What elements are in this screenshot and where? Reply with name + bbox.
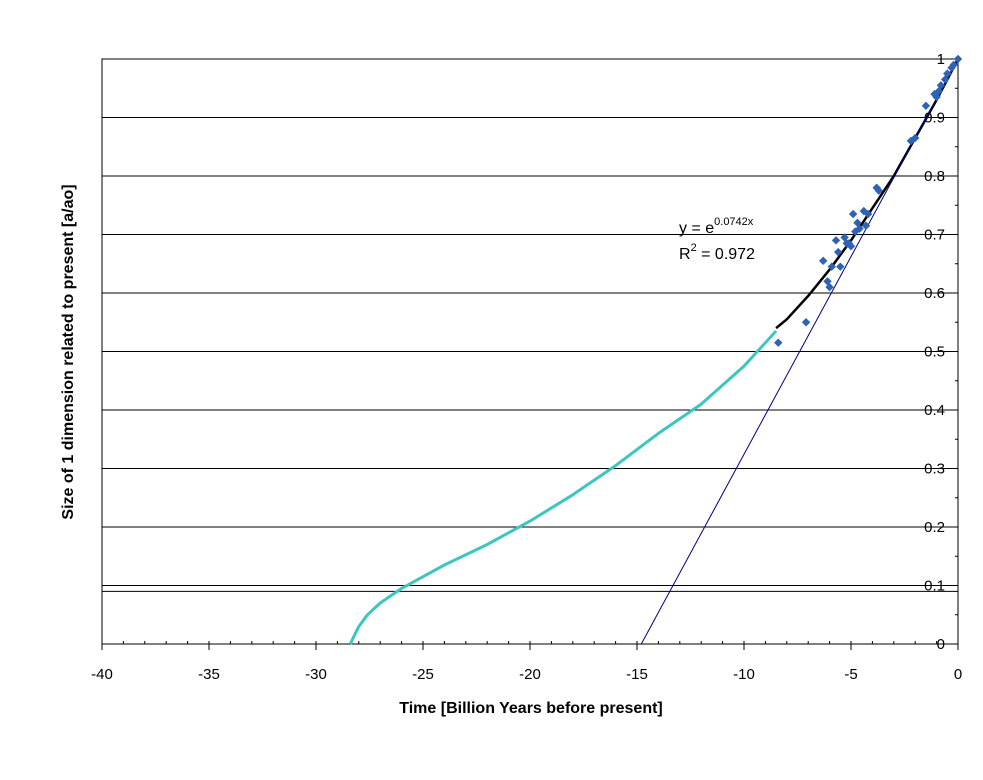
data-point <box>827 262 836 271</box>
x-tick-label: -20 <box>519 666 541 683</box>
data-point <box>872 183 881 192</box>
equation-exponent: 0.0742x <box>714 216 754 228</box>
equation-label: y = e0.0742x <box>679 216 754 237</box>
equation-prefix: y = e <box>679 220 714 237</box>
data-point <box>936 81 946 90</box>
y-tick-label: 0 <box>937 636 945 653</box>
data-point <box>853 218 862 228</box>
data-point <box>947 63 956 72</box>
data-point <box>840 233 849 242</box>
x-tick-label: -30 <box>305 666 327 683</box>
y-tick-label: 0.2 <box>924 519 945 536</box>
data-point <box>859 206 869 216</box>
data-point <box>774 338 783 347</box>
data-point <box>848 209 858 219</box>
y-tick-label: 0.4 <box>924 402 945 419</box>
x-axis-title: Time [Billion Years before present] <box>399 700 663 717</box>
data-point <box>953 54 963 64</box>
data-point <box>818 256 828 266</box>
y-tick-label: 0.6 <box>924 285 945 302</box>
r-squared-value: = 0.972 <box>697 246 755 263</box>
r-squared-superscript: 2 <box>691 242 697 254</box>
x-tick-label: -5 <box>844 666 857 683</box>
y-tick-label: 0.8 <box>924 168 945 185</box>
data-point <box>861 221 871 230</box>
r-squared-prefix: R <box>679 246 691 263</box>
data-point <box>906 136 916 146</box>
y-tick-label: 0.7 <box>924 227 945 244</box>
data-point <box>825 282 834 292</box>
data-point <box>851 227 860 236</box>
data-point <box>943 69 952 78</box>
data-point <box>823 277 832 286</box>
data-point <box>940 75 950 84</box>
x-axis-ticks: -40 -35 -30 -25 -20 -15 -10 -5 0 <box>91 641 962 683</box>
data-point <box>831 236 841 245</box>
data-point <box>833 247 843 257</box>
y-axis-title: Size of 1 dimension related to present [… <box>60 184 77 519</box>
linear-extrapolation-line <box>640 58 959 645</box>
x-tick-label: -15 <box>626 666 648 683</box>
x-tick-label: -10 <box>733 666 755 683</box>
y-tick-label: 0.5 <box>924 344 945 361</box>
x-tick-label: 0 <box>954 666 962 683</box>
data-point <box>842 239 851 248</box>
y-tick-label: 0.1 <box>924 578 945 595</box>
data-point <box>921 101 931 111</box>
y-axis-ticks: 00.10.20.30.40.50.60.70.80.91 <box>924 51 958 653</box>
extrapolation-curve <box>348 329 778 645</box>
trendline-annotation: y = e0.0742x R2 = 0.972 <box>679 216 755 263</box>
grid-lines <box>102 58 958 645</box>
data-point <box>930 89 939 99</box>
x-tick-label: -25 <box>412 666 434 683</box>
data-point <box>801 318 811 327</box>
series <box>348 54 963 645</box>
x-tick-label: -40 <box>91 666 113 683</box>
r-squared-label: R2 = 0.972 <box>679 242 755 263</box>
x-tick-label: -35 <box>198 666 220 683</box>
y-tick-label: 1 <box>937 51 945 68</box>
data-point <box>836 262 845 271</box>
y-tick-label: 0.3 <box>924 461 945 478</box>
